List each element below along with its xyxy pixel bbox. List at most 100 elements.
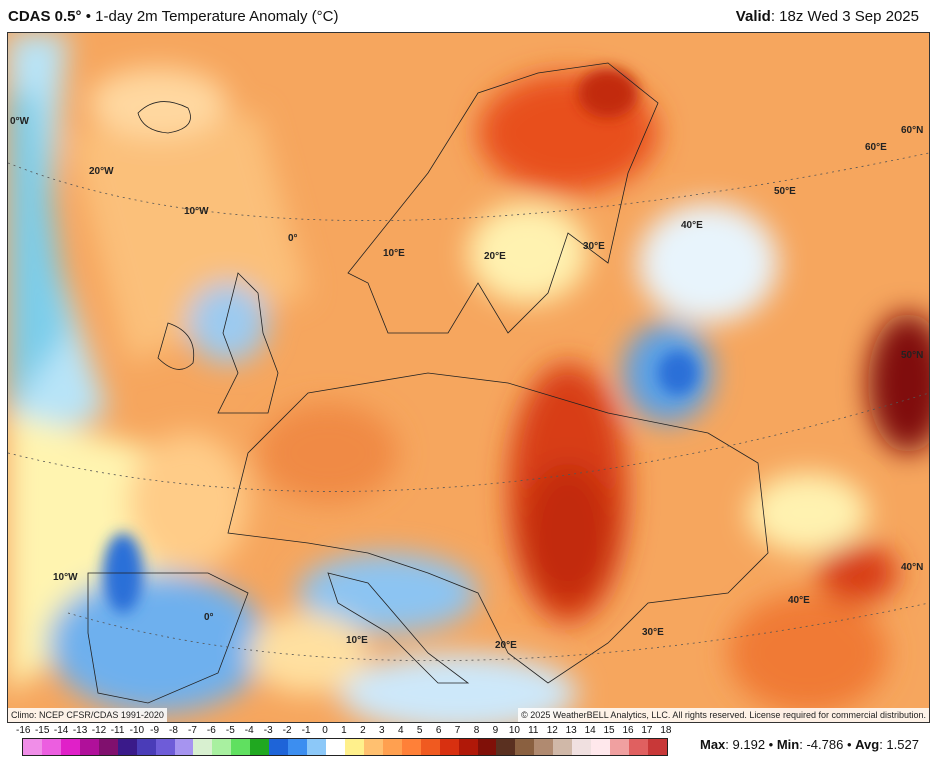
colorbar-swatch (117, 739, 137, 755)
colorbar-tick: -12 (91, 725, 107, 736)
colorbar-tick: -10 (129, 725, 145, 736)
colorbar-tick: 2 (360, 725, 366, 736)
stats-summary: Max: 9.192 • Min: -4.786 • Avg: 1.527 (700, 737, 919, 752)
colorbar-swatch (307, 739, 326, 755)
colorbar-tick: -4 (244, 725, 254, 736)
colorbar-tick: 18 (660, 725, 672, 736)
colorbar-swatch (288, 739, 308, 755)
colorbar-swatch (60, 739, 80, 755)
colorbar-tick: -7 (187, 725, 197, 736)
colorbar-tick: -8 (169, 725, 178, 736)
colorbar-tick: -15 (34, 725, 50, 736)
grid-label: 50°N (901, 350, 924, 361)
map-title: CDAS 0.5° • 1-day 2m Temperature Anomaly… (8, 8, 338, 25)
coastlines (87, 62, 769, 704)
colorbar-swatch (629, 739, 648, 755)
colorbar-swatch (269, 739, 289, 755)
grid-label: 10°W (184, 206, 209, 217)
grid-label: 30°E (583, 241, 605, 252)
colorbar-swatch (212, 739, 232, 755)
grid-label: 20°W (89, 166, 114, 177)
colorbar-tick: 16 (622, 725, 634, 736)
colorbar-tick: -14 (53, 725, 69, 736)
colorbar-tick: 5 (416, 725, 423, 736)
colorbar-swatch (41, 739, 61, 755)
model-name: CDAS 0.5° (8, 8, 82, 25)
grid-label: 10°E (383, 248, 405, 259)
colorbar-tick: 12 (546, 725, 558, 736)
colorbar-tick: 4 (397, 725, 404, 736)
colorbar-swatch (439, 739, 459, 755)
colorbar-swatch (534, 739, 554, 755)
max-label: Max (700, 737, 726, 752)
anomaly-field (8, 33, 929, 722)
max-value: : 9.192 (725, 737, 766, 752)
grid-label: 0° (204, 612, 214, 623)
avg-value: : 1.527 (879, 737, 919, 752)
grid-label: 30°E (642, 627, 664, 638)
colorbar-swatch (401, 739, 421, 755)
colorbar-tick: -1 (301, 725, 311, 736)
colorbar-tick: 17 (641, 725, 653, 736)
colorbar-tick: 14 (584, 725, 596, 736)
colorbar-tick: -5 (225, 725, 235, 736)
grid-label: 10°E (346, 635, 368, 646)
colorbar-tick: 8 (473, 725, 480, 736)
colorbar-swatch (515, 739, 535, 755)
colorbar-swatch (610, 739, 629, 755)
grid-label: 20°E (484, 251, 506, 262)
colorbar-swatch (496, 739, 516, 755)
colorbar-tick: 11 (528, 725, 539, 736)
colorbar-tick: -3 (263, 725, 273, 736)
climo-note: Climo: NCEP CFSR/CDAS 1991-2020 (8, 708, 167, 722)
colorbar-swatch (231, 739, 251, 755)
colorbar-swatch (477, 739, 497, 755)
colorbar-tick: 9 (492, 725, 499, 736)
colorbar-tick: 6 (435, 725, 442, 736)
grid-label: 50°E (774, 186, 796, 197)
colorbar-tick: 1 (341, 725, 347, 736)
colorbar-swatch (250, 739, 270, 755)
colorbar-swatch (23, 739, 42, 755)
colorbar-tick: 10 (508, 725, 520, 736)
temperature-anomaly-map[interactable]: 0°W 20°W 10°W 0° 10°E 20°E 30°E 40°E 50°… (7, 32, 930, 723)
colorbar-swatch (136, 739, 156, 755)
colorbar-tick: -13 (72, 725, 88, 736)
separator: • (843, 737, 856, 752)
colorbar-swatch (193, 739, 213, 755)
colorbar-tick: -2 (282, 725, 292, 736)
colorbar-swatch (155, 739, 175, 755)
valid-label: Valid (735, 8, 771, 25)
grid-label: 60°N (901, 125, 924, 136)
grid-label: 40°E (788, 595, 810, 606)
colorbar-swatch (363, 739, 383, 755)
colorbar-tick: -6 (206, 725, 216, 736)
avg-label: Avg (855, 737, 880, 752)
colorbar-swatch (79, 739, 99, 755)
colorbar-swatch (420, 739, 440, 755)
colorbar-tick: -11 (110, 725, 125, 736)
separator: • (85, 8, 91, 25)
grid-label: 40°N (901, 562, 924, 573)
colorbar-swatch (591, 739, 611, 755)
colorbar-swatch (344, 739, 364, 755)
valid-value: : 18z Wed 3 Sep 2025 (770, 8, 919, 25)
colorbar-swatch (326, 739, 345, 755)
valid-time: Valid: 18z Wed 3 Sep 2025 (736, 8, 919, 25)
product-title: 1-day 2m Temperature Anomaly (°C) (95, 8, 339, 25)
grid-label: 20°E (495, 640, 517, 651)
grid-label: 0°W (10, 116, 29, 127)
separator: • (765, 737, 777, 752)
grid-label: 10°W (53, 572, 78, 583)
colorbar-tick: -9 (150, 725, 160, 736)
grid-label: 40°E (681, 220, 703, 231)
colorbar-tick: 13 (565, 725, 577, 736)
colorbar-tick: 7 (454, 725, 461, 736)
colorbar-swatch (174, 739, 194, 755)
colorbar-swatch (458, 739, 478, 755)
colorbar-tick: 0 (322, 725, 328, 736)
colorbar-swatch (98, 739, 118, 755)
colorbar (22, 738, 668, 756)
grid-label: 60°E (865, 142, 887, 153)
colorbar-tick: 15 (603, 725, 615, 736)
